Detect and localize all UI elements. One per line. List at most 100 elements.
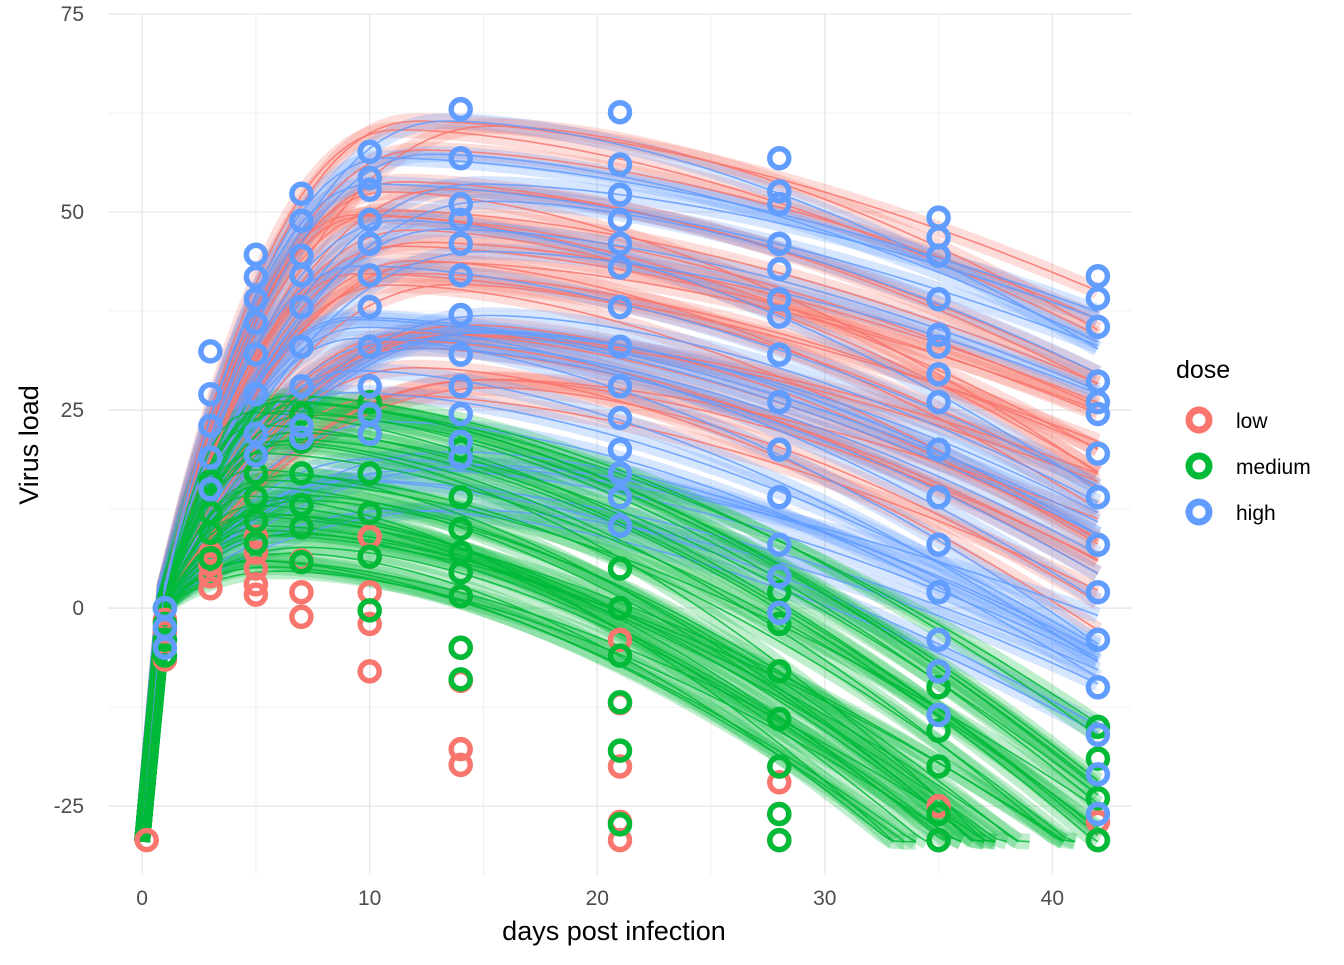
y-tick-label: 25 (61, 399, 84, 422)
point-low (243, 582, 269, 607)
observed-points (134, 96, 1111, 853)
point-medium (243, 530, 269, 556)
point-medium (289, 401, 314, 427)
point-high (243, 381, 269, 407)
fitted-curve-medium (141, 468, 974, 843)
point-high (767, 437, 792, 462)
point-high (926, 286, 951, 312)
point-medium (926, 675, 951, 700)
point-high (1085, 801, 1111, 827)
y-axis-label: Virus load (14, 385, 44, 505)
point-high (1085, 286, 1111, 311)
point-high (357, 231, 382, 256)
point-high (448, 342, 473, 367)
point-high (448, 145, 473, 171)
point-high (448, 401, 473, 427)
point-high (926, 205, 951, 230)
point-high (607, 294, 633, 320)
legend-entry-high: high (1185, 498, 1276, 526)
fitted-curve-medium (141, 559, 996, 843)
point-low (289, 579, 314, 605)
point-low (243, 556, 269, 581)
point-high (448, 191, 473, 217)
point-low (243, 540, 269, 565)
fitted-curve-high (141, 479, 1099, 842)
point-high (767, 532, 792, 557)
point-low (198, 576, 223, 601)
point-medium (767, 706, 792, 732)
point-high (243, 310, 269, 336)
point-medium (767, 801, 792, 827)
point-high (1085, 722, 1111, 748)
legend-entry-medium: medium (1185, 452, 1311, 480)
point-medium (357, 598, 382, 623)
point-high (1085, 401, 1111, 427)
point-high (607, 231, 633, 256)
point-medium (198, 469, 223, 494)
point-high (243, 264, 269, 290)
fitted-curve-high (141, 479, 1099, 842)
x-tick-label: 20 (586, 887, 609, 910)
point-high (767, 256, 792, 282)
point-high (607, 334, 633, 359)
point-high (926, 437, 951, 462)
point-high (607, 437, 633, 462)
point-high (289, 294, 314, 320)
point-medium (1085, 785, 1111, 811)
point-high (607, 484, 633, 510)
point-medium (926, 801, 951, 827)
point-medium (289, 515, 314, 540)
y-tick-label: 50 (61, 201, 84, 224)
point-high (767, 600, 792, 626)
y-axis-ticks: -25 0 25 50 75 (54, 3, 84, 818)
x-axis-label: days post infection (502, 916, 726, 946)
point-medium (198, 500, 223, 526)
point-high (767, 286, 792, 312)
fitted-curve-medium (141, 512, 928, 843)
point-medium (289, 492, 314, 518)
fitted-curve-medium (141, 499, 1019, 843)
fitted-curve-medium (141, 438, 1099, 843)
point-medium (448, 540, 473, 565)
point-high (767, 389, 792, 415)
point-medium (1085, 746, 1111, 771)
point-high (198, 413, 223, 439)
y-tick-label: 75 (61, 3, 84, 26)
point-high (1085, 441, 1111, 466)
x-tick-label: 40 (1041, 887, 1064, 910)
point-medium (448, 516, 473, 542)
point-low (607, 627, 633, 652)
point-high (607, 152, 633, 177)
point-medium (926, 754, 951, 779)
point-high (243, 342, 269, 367)
x-tick-label: 30 (813, 887, 836, 910)
point-high (607, 461, 633, 486)
point-high (198, 477, 223, 502)
legend: dose low medium high (1176, 356, 1311, 526)
point-high (767, 191, 792, 217)
y-tick-label: -25 (54, 795, 84, 818)
point-high (926, 334, 951, 359)
point-medium (607, 690, 633, 715)
y-tick-label: 0 (72, 597, 84, 620)
x-axis-ticks: 0 10 20 30 40 (136, 887, 1064, 910)
point-medium (357, 500, 382, 526)
point-high (289, 181, 314, 207)
legend-key-low (1185, 406, 1213, 434)
point-high (448, 429, 473, 454)
point-high (357, 263, 382, 288)
point-high (926, 362, 951, 387)
point-medium (767, 611, 792, 637)
point-medium (607, 643, 633, 668)
legend-key-medium (1185, 452, 1213, 480)
point-medium (1085, 714, 1111, 740)
point-high (289, 413, 314, 439)
point-high (1085, 484, 1111, 510)
point-medium (767, 827, 792, 853)
point-high (198, 339, 223, 364)
fitted-curve-medium (141, 546, 951, 843)
legend-key-high (1185, 498, 1213, 526)
legend-label-medium: medium (1236, 456, 1311, 479)
point-low (357, 611, 382, 637)
